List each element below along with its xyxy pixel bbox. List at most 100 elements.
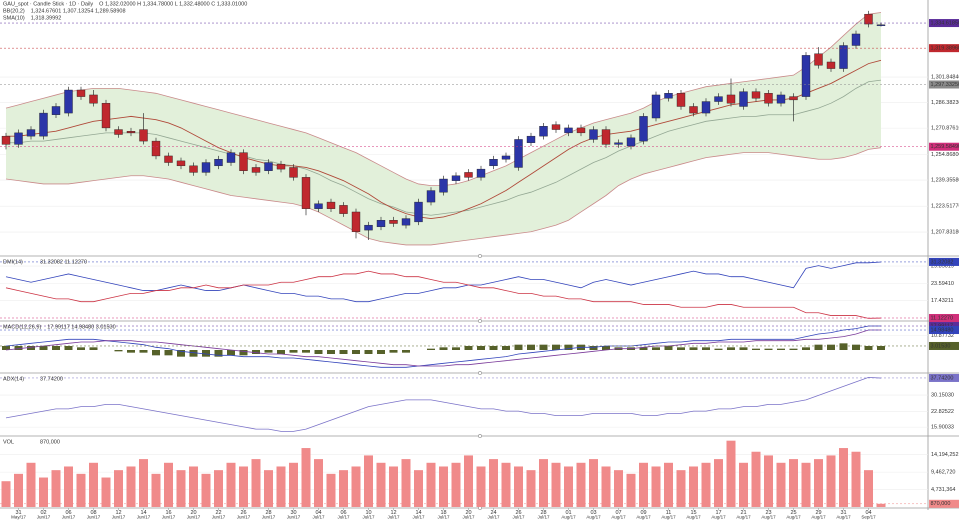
volume-bar xyxy=(626,473,636,507)
y-tick-label: 1,239.35580 xyxy=(931,178,959,184)
x-tick-month: Jul/17 xyxy=(437,515,450,520)
volume-bar xyxy=(339,470,348,507)
badge xyxy=(929,19,959,28)
badge-label: 14.98480 xyxy=(931,327,954,333)
badge-label: 37.74200 xyxy=(931,375,954,381)
volume-bar xyxy=(76,473,86,507)
x-tick-label: 31 xyxy=(15,510,21,516)
macd-bar xyxy=(789,348,798,350)
candle-body xyxy=(301,177,311,209)
macd-bar xyxy=(14,346,23,350)
y-tick-label: 1,223.51770 xyxy=(931,204,959,210)
volume-bar xyxy=(376,462,386,507)
macd-bar xyxy=(702,347,710,350)
volume-bar xyxy=(314,459,323,507)
volume-bar xyxy=(26,462,36,507)
volume-bar xyxy=(589,459,598,507)
macd-bar xyxy=(89,347,98,350)
y-tick-label: 22.82522 xyxy=(931,409,954,415)
volume-bar xyxy=(301,448,311,507)
panel-title: ADX(14) xyxy=(3,376,24,382)
macd-bar xyxy=(464,346,473,350)
macd-bar xyxy=(364,350,373,354)
y-tick-label: 1,254.86800 xyxy=(931,152,959,158)
volume-bar xyxy=(864,470,873,507)
volume-bar xyxy=(364,455,373,507)
macd-bar xyxy=(277,350,285,354)
candle-body xyxy=(276,163,286,170)
sma-line xyxy=(6,59,882,220)
volume-bar xyxy=(176,470,186,507)
volume-bar xyxy=(801,462,811,507)
candle-body xyxy=(726,94,736,104)
candle-body xyxy=(539,126,548,137)
volume-bar xyxy=(464,455,473,507)
badge xyxy=(929,499,959,508)
candle-body xyxy=(214,159,223,167)
candle-body xyxy=(526,135,536,143)
x-tick-label: 14 xyxy=(140,510,146,516)
badge xyxy=(929,80,959,89)
x-tick-month: Jul/17 xyxy=(537,515,550,520)
volume-bar xyxy=(776,462,786,507)
candle-body xyxy=(651,94,661,119)
volume-bar xyxy=(701,462,711,507)
volume-bar xyxy=(164,462,173,507)
volume-bar xyxy=(551,462,561,507)
volume-bar xyxy=(789,459,798,507)
badge xyxy=(929,44,959,53)
badge xyxy=(929,257,959,266)
badge-label: 31.32082 xyxy=(931,259,954,265)
candle-body xyxy=(514,139,523,168)
macd-bar xyxy=(289,350,298,353)
x-tick-month: Jun/17 xyxy=(212,515,226,520)
macd-bar xyxy=(452,347,460,350)
macd-bar xyxy=(552,344,560,350)
volume-bar xyxy=(39,477,48,507)
macd-line xyxy=(5,325,881,368)
x-tick-label: 06 xyxy=(340,510,346,516)
candle-body xyxy=(326,201,336,209)
macd-bar xyxy=(239,350,248,356)
candle-body xyxy=(76,89,86,97)
candle-body xyxy=(701,101,711,114)
indicator-line xyxy=(5,261,882,303)
volume-bar xyxy=(451,462,461,507)
candle-body xyxy=(351,211,361,232)
volume-bar xyxy=(689,466,698,507)
x-tick-month: Aug/17 xyxy=(661,515,676,520)
macd-bar xyxy=(777,348,785,350)
macd-bar xyxy=(227,350,235,356)
candle-body xyxy=(714,96,723,102)
chart-title: GAU_spot · Candle Stick · 1D · Daily xyxy=(3,1,93,7)
macd-bar xyxy=(752,348,760,350)
x-tick-label: 18 xyxy=(440,510,446,516)
volume-bar xyxy=(351,466,361,507)
macd-bar xyxy=(539,344,548,350)
candle-body xyxy=(189,165,198,173)
macd-bar xyxy=(27,346,35,350)
macd-bar xyxy=(214,350,223,357)
x-tick-label: 21 xyxy=(740,510,746,516)
volume-bar xyxy=(489,459,498,507)
y-tick-label: 1,207.83180 xyxy=(931,229,959,235)
candle-body xyxy=(1,135,11,145)
volume-bar xyxy=(751,451,761,507)
candle-body xyxy=(164,155,173,163)
candle-body xyxy=(814,53,823,66)
macd-bar xyxy=(564,344,573,350)
volume-bar xyxy=(839,448,848,507)
y-tick-label: 15.90033 xyxy=(931,425,954,431)
x-tick-label: 31 xyxy=(840,510,846,516)
candle-body xyxy=(464,172,473,178)
x-tick-month: Jul/17 xyxy=(362,515,375,520)
y-tick-label: 1,301.84840 xyxy=(931,75,959,81)
badge-label: 11.12270 xyxy=(931,315,954,321)
x-tick-label: 17 xyxy=(715,510,721,516)
y-tick-label: 23.59410 xyxy=(931,281,954,287)
macd-bar xyxy=(64,346,73,350)
x-tick-month: Aug/17 xyxy=(811,515,826,520)
macd-bar xyxy=(639,347,648,350)
macd-bar xyxy=(602,346,610,350)
macd-bar xyxy=(377,350,385,354)
